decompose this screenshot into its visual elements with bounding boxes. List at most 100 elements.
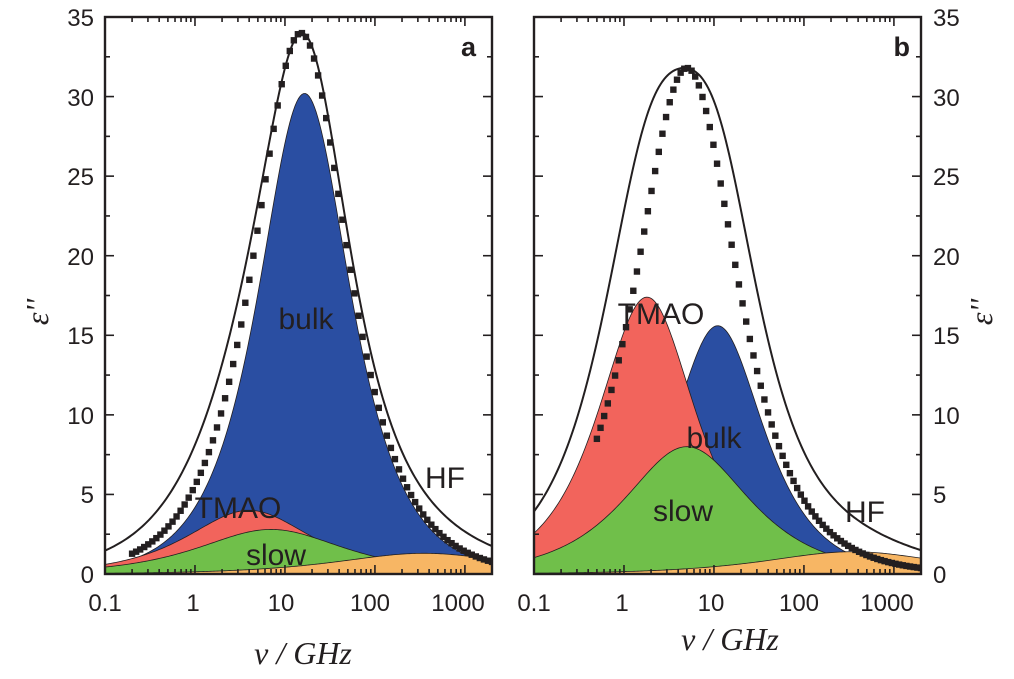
panel-a-data-point — [225, 378, 233, 385]
panel-b-data-point — [804, 503, 812, 510]
panel-a-data-point — [339, 216, 346, 223]
panel-b-data-point — [688, 67, 695, 74]
panel-b-data-point — [673, 76, 681, 83]
panel-a-data-point — [205, 448, 213, 456]
panel-b-x-ticklabels: 0.1 1 10 100 1000 — [517, 590, 913, 617]
panel-b-data-point — [608, 386, 615, 394]
panel-b-data-point — [677, 69, 684, 76]
panel-a-data-point — [314, 72, 322, 79]
panel-a-data-point — [428, 521, 435, 528]
panel-b-data-point — [702, 107, 710, 115]
panel-a-data-point — [407, 491, 415, 499]
panel-b-data-point — [834, 535, 841, 542]
panel-b-data-point — [681, 65, 688, 72]
panel-a-data-point — [375, 404, 382, 412]
panel-b-data-point — [910, 563, 917, 571]
panel-b-data-point — [666, 99, 673, 106]
panel-b-data-point — [695, 82, 703, 89]
panel-b-data-point — [895, 561, 903, 568]
panel-b-data-point — [892, 560, 899, 568]
panel-b-data-point — [615, 357, 622, 364]
panel-b-data-point — [917, 564, 921, 572]
panel-a-data-point — [298, 29, 306, 37]
panel-a-data-point — [387, 444, 395, 452]
panel-a-data-point — [472, 553, 480, 560]
panel-b-xtick-label: 1000 — [860, 590, 913, 617]
panel-a-data-point — [254, 227, 261, 234]
panel-b-data-point — [753, 367, 761, 375]
panel-a-data-point — [201, 459, 209, 467]
panel-a-xtick-label: 1 — [186, 590, 199, 617]
panel-a-data-point — [128, 550, 136, 557]
panel-a-data-point — [327, 139, 334, 146]
panel-a-x-ticklabels: 0.1 1 10 100 1000 — [88, 590, 484, 617]
panel-a-data-point — [456, 545, 463, 552]
panel-b-data-point — [819, 521, 826, 529]
panel-b-data-point — [684, 64, 692, 72]
panel-a-data-point — [234, 341, 241, 349]
panel-a-data-point — [242, 299, 249, 306]
panel-a-data-point — [197, 469, 205, 477]
panel-a-data-point — [335, 190, 342, 198]
panel-a-xtick-label: 10 — [268, 590, 295, 617]
panel-b-data-point — [662, 113, 670, 121]
panel-a-data-point — [169, 518, 176, 525]
panel-b-data-point — [797, 491, 805, 498]
panel-b-data-point — [622, 323, 630, 331]
panel-a-data-point — [221, 395, 229, 402]
panel-a-data-point — [331, 164, 338, 172]
panel-b-data-point — [841, 540, 848, 547]
panel-b-data-point — [706, 123, 713, 131]
panel-a-data-point — [310, 55, 318, 62]
panel-b-data-point — [724, 221, 732, 228]
panel-a-y-axis-title: ε'' — [19, 298, 55, 325]
panel-b-data-point — [699, 93, 706, 101]
panel-b-ytick-label: 0 — [933, 562, 946, 589]
panel-a-data-point — [444, 536, 451, 544]
panel-b-data-point — [746, 335, 754, 343]
panel-a-data-point — [282, 62, 289, 69]
panel-a-letter: a — [461, 32, 477, 62]
panel-b-data-point — [772, 432, 779, 439]
panel-b-ytick-label: 10 — [933, 403, 960, 430]
panel-a-data-point — [351, 290, 358, 297]
panel-a-label-hf: HF — [425, 462, 465, 495]
panel-b-data-point — [855, 548, 863, 555]
panel-b-data-point — [659, 130, 666, 137]
panel-b-data-point — [710, 141, 717, 148]
panel-a-data-point — [318, 92, 326, 99]
panel-b-data-point — [870, 554, 877, 561]
panel-b-data-point — [874, 555, 881, 563]
panel-a-data-point — [484, 557, 492, 564]
panel-a-data-point — [395, 466, 403, 473]
panel-b-data-point — [619, 340, 626, 348]
panel-b-marks — [534, 64, 921, 574]
panel-b-data-point — [852, 546, 859, 554]
panel-a-label-bulk: bulk — [278, 303, 334, 336]
panel-b-label-tmao: TMAO — [618, 298, 705, 331]
panel-a-marks — [105, 29, 492, 574]
panel-a-ytick-label: 5 — [81, 482, 94, 509]
panel-b-data-point — [786, 469, 794, 477]
panel-a-data-point — [213, 424, 221, 431]
panel-b-data-point — [899, 562, 906, 569]
panel-b-data-point — [611, 372, 619, 379]
panel-b-xtick-label: 0.1 — [517, 590, 550, 617]
panel-b-data-point — [903, 562, 910, 570]
panel-b-data-point — [732, 261, 739, 269]
panel-b-data-point — [633, 268, 641, 275]
panel-b-data-point — [637, 248, 644, 255]
panel-a-area-hf — [105, 552, 492, 574]
panel-a-xtick-label: 0.1 — [88, 590, 121, 617]
panel-a-data-point — [367, 371, 374, 379]
panel-a-data-point — [238, 321, 245, 328]
panel-a-data-point — [262, 176, 269, 183]
panel-b-data-point — [648, 187, 655, 195]
panel-a-data-point — [157, 531, 164, 538]
panel-b-data-point — [866, 553, 874, 560]
panel-a-data-point — [181, 501, 188, 508]
panel-a-xtick-label: 100 — [350, 590, 390, 617]
panel-a-data-point — [274, 102, 281, 109]
panel-a-label-slow: slow — [246, 539, 306, 572]
panel-b-label-slow: slow — [653, 495, 713, 528]
